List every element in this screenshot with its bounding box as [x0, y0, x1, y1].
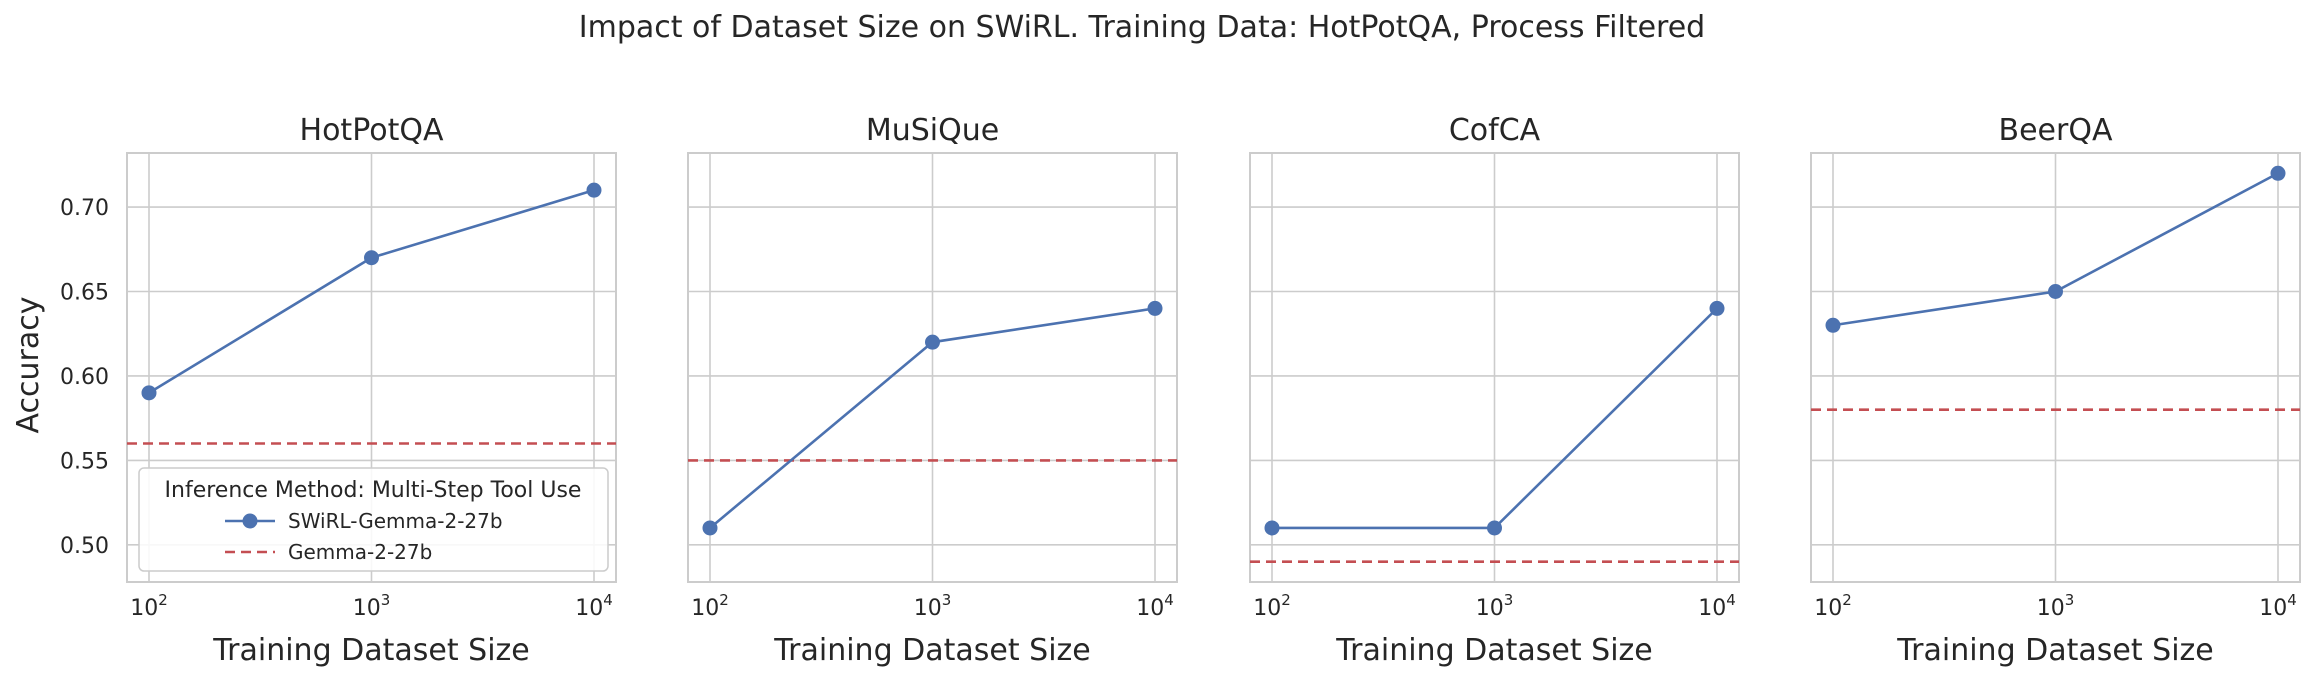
panel-title: HotPotQA	[300, 113, 444, 148]
legend: Inference Method: Multi-Step Tool Use SWi…	[138, 467, 609, 572]
x-axis-label: Training Dataset Size	[1335, 633, 1653, 668]
panel-musique: MuSiQue 102 103 104 Training Dataset Size	[687, 113, 1178, 668]
x-tick-label: 104	[1136, 591, 1174, 621]
x-axis-label: Training Dataset Size	[212, 633, 530, 668]
y-axis-label: Accuracy	[11, 297, 46, 434]
data-point	[2270, 165, 2286, 181]
y-tick-label: 0.50	[60, 534, 109, 559]
data-point	[925, 334, 940, 350]
data-point	[364, 250, 379, 266]
data-point	[1147, 300, 1163, 316]
x-tick-label: 104	[2259, 591, 2297, 621]
panel-hotpotqa: HotPotQA 102 103 104 Training Dataset Size 0.…	[60, 113, 617, 668]
x-tick-label: 103	[2037, 591, 2075, 621]
x-tick-label: 102	[1814, 591, 1852, 621]
x-tick-label: 102	[130, 591, 168, 621]
panel-title: BeerQA	[1999, 113, 2113, 148]
legend-title: Inference Method: Multi-Step Tool Use	[165, 478, 582, 503]
data-point	[1825, 317, 1841, 333]
x-tick-label: 104	[1698, 591, 1736, 621]
y-tick-label: 0.70	[60, 196, 109, 221]
panel-beerqa: BeerQA 102 103 104 Training Dataset Size	[1810, 113, 2301, 668]
x-tick-label: 102	[691, 591, 729, 621]
x-axis-label: Training Dataset Size	[1896, 633, 2214, 668]
plot-frame	[687, 152, 1178, 583]
data-point	[141, 385, 157, 401]
panel-title: MuSiQue	[866, 113, 999, 148]
legend-label: Gemma-2-27b	[288, 540, 432, 564]
data-point	[1487, 520, 1502, 536]
plot-frame	[1249, 152, 1740, 583]
legend-box	[138, 467, 609, 572]
x-tick-label: 104	[575, 591, 613, 621]
data-point	[1264, 520, 1280, 536]
legend-swatch-marker	[242, 513, 258, 529]
x-tick-label: 103	[1476, 591, 1514, 621]
x-tick-label: 102	[1253, 591, 1291, 621]
plot-frame	[1810, 152, 2301, 583]
figure-title: Impact of Dataset Size on SWiRL. Trainin…	[579, 10, 1705, 45]
x-tick-label: 103	[353, 591, 391, 621]
panel-cofca: CofCA 102 103 104 Training Dataset Size	[1249, 113, 1740, 668]
data-point	[2048, 283, 2063, 299]
x-tick-label: 103	[914, 591, 952, 621]
panels: HotPotQA 102 103 104 Training Dataset Size 0.…	[60, 113, 2301, 668]
data-point	[1709, 300, 1725, 316]
x-axis-label: Training Dataset Size	[773, 633, 1091, 668]
panel-title: CofCA	[1449, 113, 1541, 148]
y-tick-label: 0.55	[60, 449, 109, 474]
data-point	[702, 520, 718, 536]
data-point	[586, 182, 602, 198]
y-tick-label: 0.60	[60, 365, 109, 390]
y-tick-label: 0.65	[60, 280, 109, 305]
plot-frame	[126, 152, 617, 583]
legend-label: SWiRL-Gemma-2-27b	[288, 509, 503, 533]
